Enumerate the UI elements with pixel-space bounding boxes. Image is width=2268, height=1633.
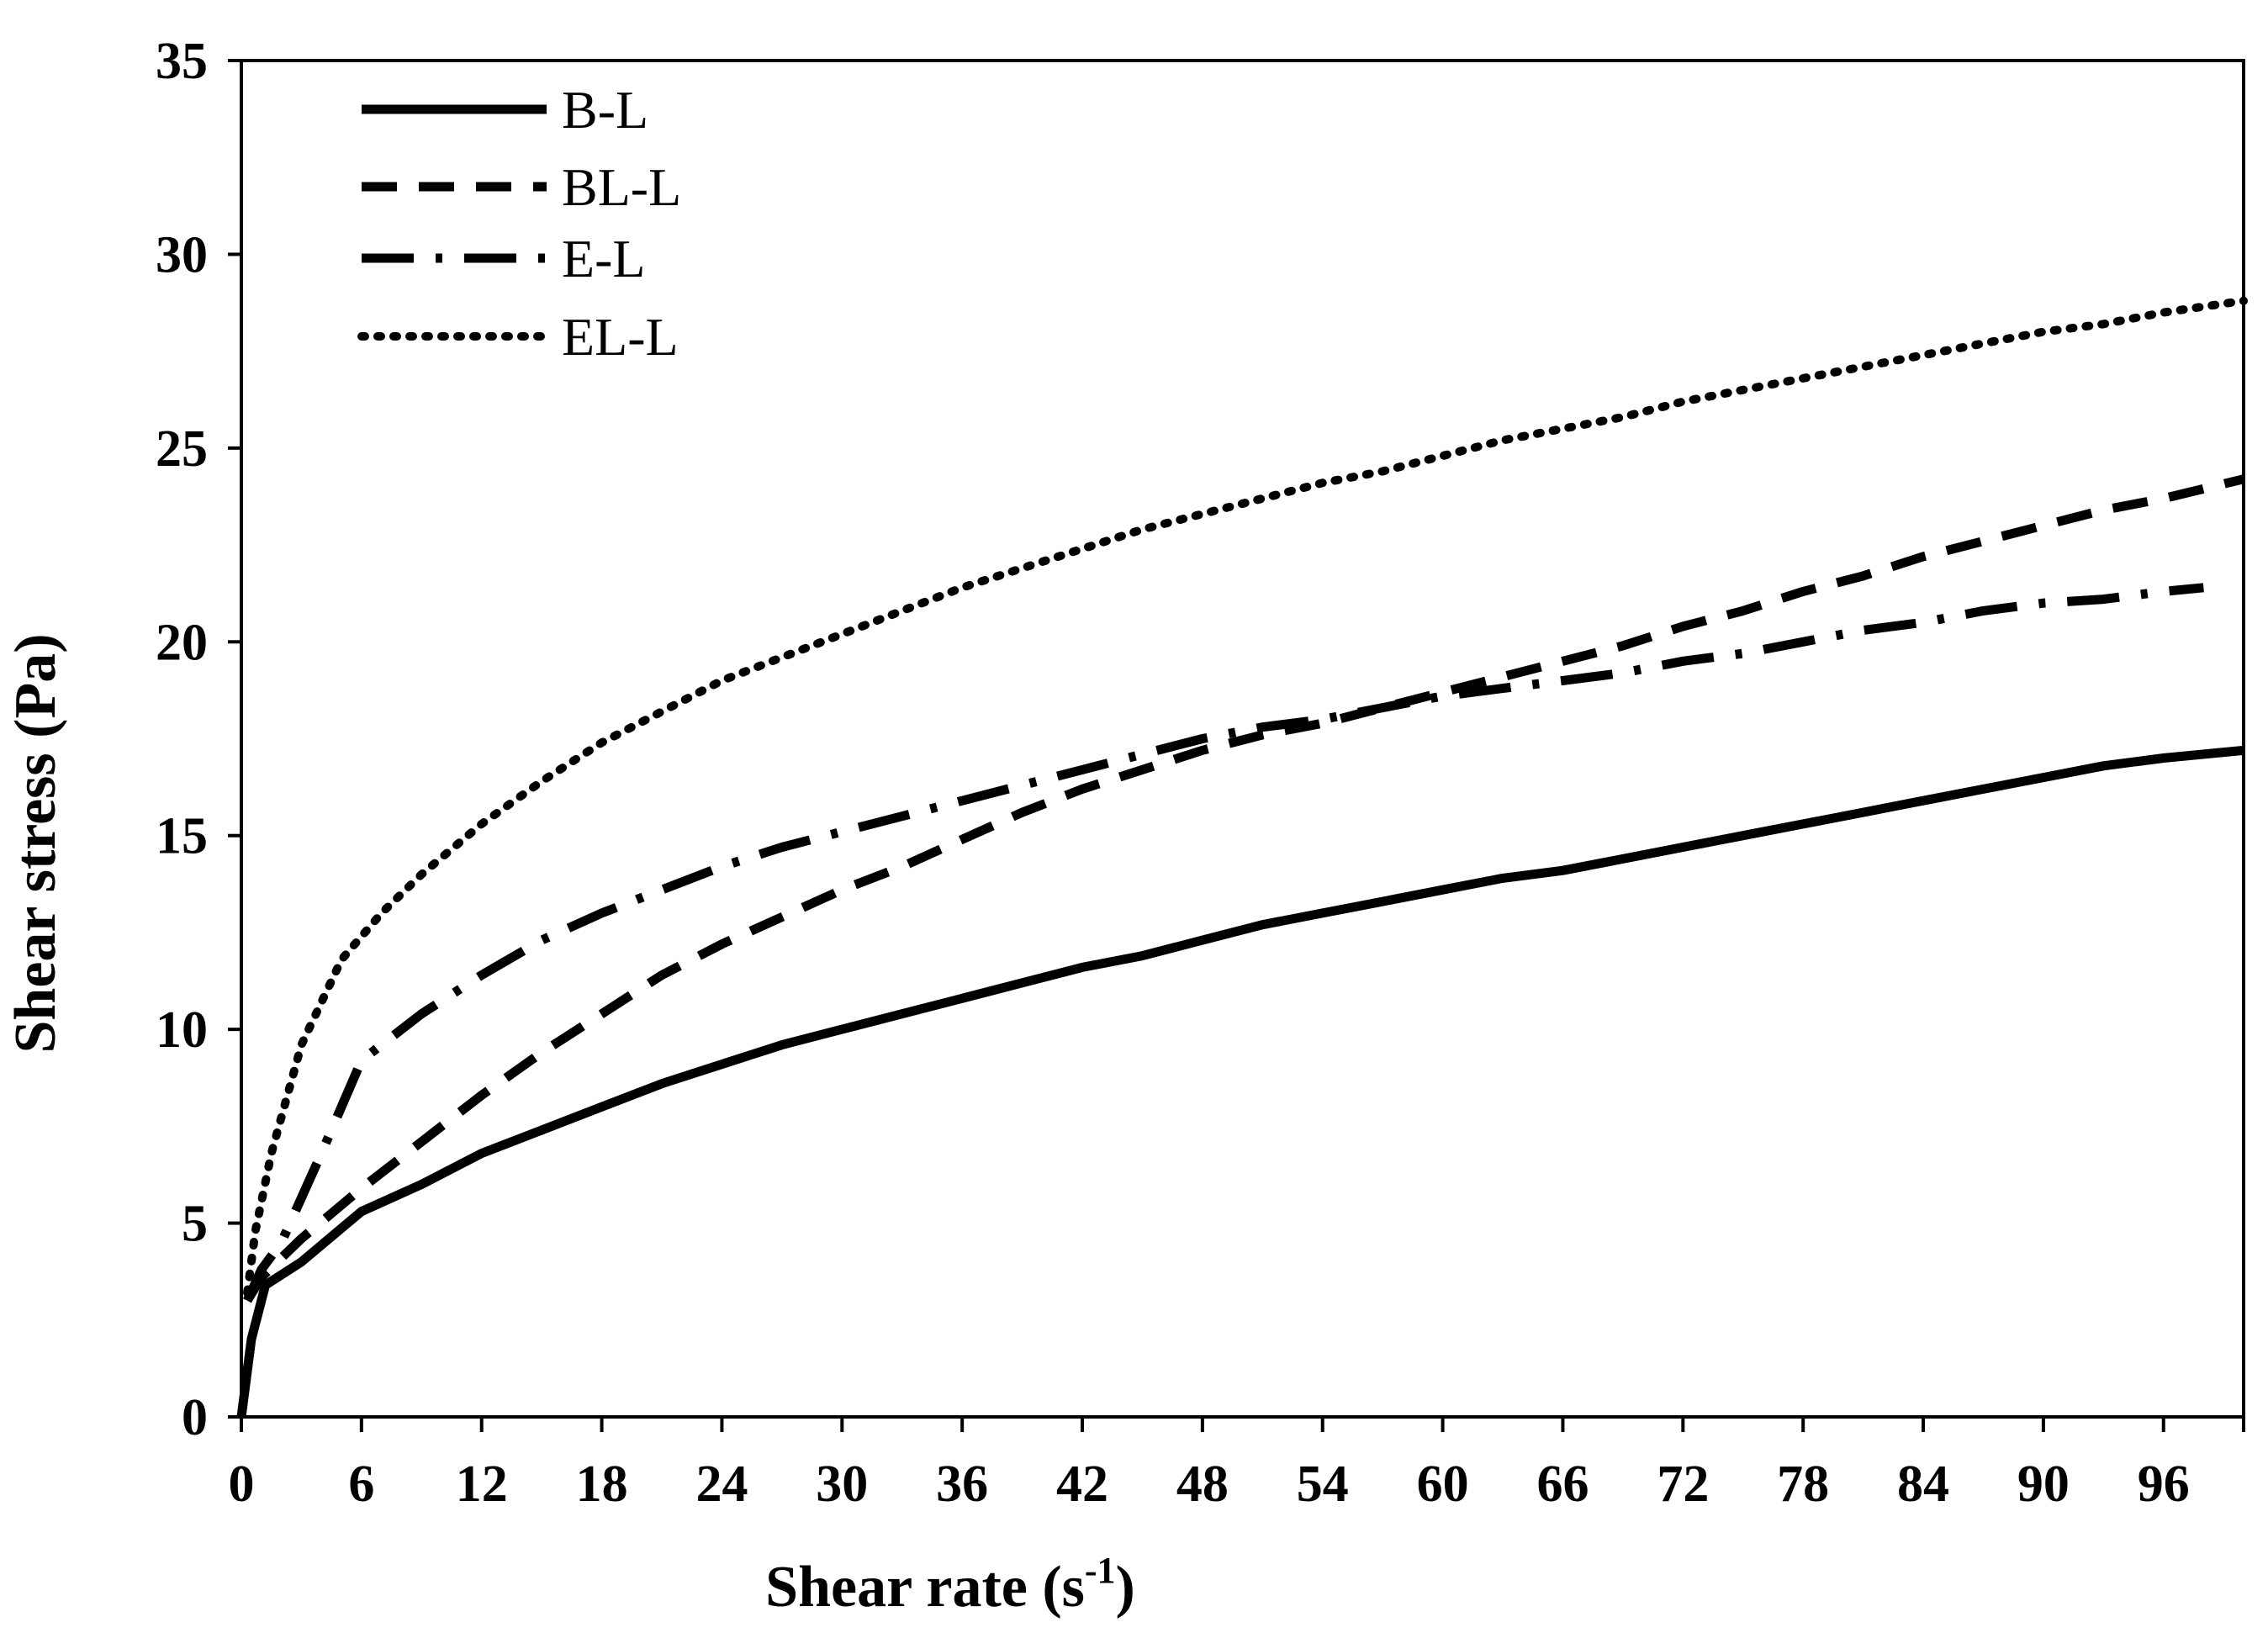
x-tick-label: 78 (1777, 1456, 1829, 1513)
legend: B-L BL-L E-L EL-L (357, 80, 681, 367)
legend-label-e-l: E-L (562, 229, 646, 288)
y-tick-label: 20 (156, 614, 208, 671)
legend-label-bl-l: BL-L (562, 157, 681, 217)
series-line-bl-l (243, 474, 2245, 1303)
y-axis-title: Shear stress (Pa) (3, 633, 68, 1053)
tick-labels: 0 5 10 15 20 25 30 35 0 6 12 18 24 30 36 42 48 54 60 66 72 78… (156, 33, 2190, 1513)
series-layer (236, 296, 2248, 1418)
x-tick-label: 84 (1897, 1456, 1949, 1513)
x-tick-label: 54 (1297, 1456, 1349, 1513)
x-tick-label: 30 (816, 1456, 868, 1513)
x-tick-label: 18 (576, 1456, 628, 1513)
y-axis-title-group: Shear stress (Pa) (3, 633, 68, 1053)
legend-label-el-l: EL-L (562, 307, 679, 367)
x-tick-label: 36 (936, 1456, 988, 1513)
x-tick-label: 42 (1056, 1456, 1108, 1513)
series-line-e-l (243, 583, 2204, 1303)
legend-label-b-l: B-L (562, 80, 648, 140)
axes (228, 59, 2245, 1432)
x-axis-title-close: ) (1116, 1555, 1135, 1620)
x-tick-label: 66 (1536, 1456, 1589, 1513)
x-tick-label: 90 (2017, 1456, 2070, 1513)
x-tick-label: 48 (1176, 1456, 1229, 1513)
y-tick-label: 15 (156, 808, 208, 865)
x-axis-title-superscript: -1 (1085, 1550, 1116, 1591)
y-tick-label: 0 (182, 1389, 208, 1446)
x-tick-label: 6 (348, 1456, 374, 1513)
series-line-b-l (236, 745, 2244, 1418)
x-tick-label: 12 (456, 1456, 508, 1513)
x-axis-title: Shear rate (s-1) (765, 1550, 1135, 1620)
y-tick-label: 30 (156, 226, 208, 283)
y-tick-label: 25 (156, 420, 208, 478)
y-tick-label: 35 (156, 33, 208, 90)
x-tick-label: 96 (2138, 1456, 2190, 1513)
y-tick-label: 5 (182, 1196, 208, 1253)
x-tick-label: 0 (229, 1456, 255, 1513)
x-tick-label: 72 (1657, 1456, 1709, 1513)
x-tick-label: 60 (1417, 1456, 1469, 1513)
x-tick-label: 24 (695, 1456, 748, 1513)
y-tick-label: 10 (156, 1001, 208, 1059)
x-axis-title-main: Shear rate (s (765, 1555, 1085, 1620)
series-line-el-l (243, 296, 2248, 1297)
